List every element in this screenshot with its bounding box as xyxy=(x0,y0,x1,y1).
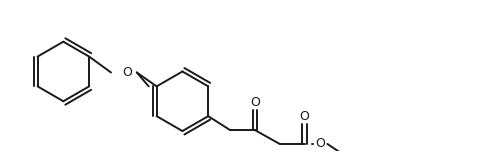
Text: O: O xyxy=(316,137,325,150)
Text: O: O xyxy=(250,96,260,109)
Text: O: O xyxy=(300,110,310,123)
Text: O: O xyxy=(122,66,132,79)
